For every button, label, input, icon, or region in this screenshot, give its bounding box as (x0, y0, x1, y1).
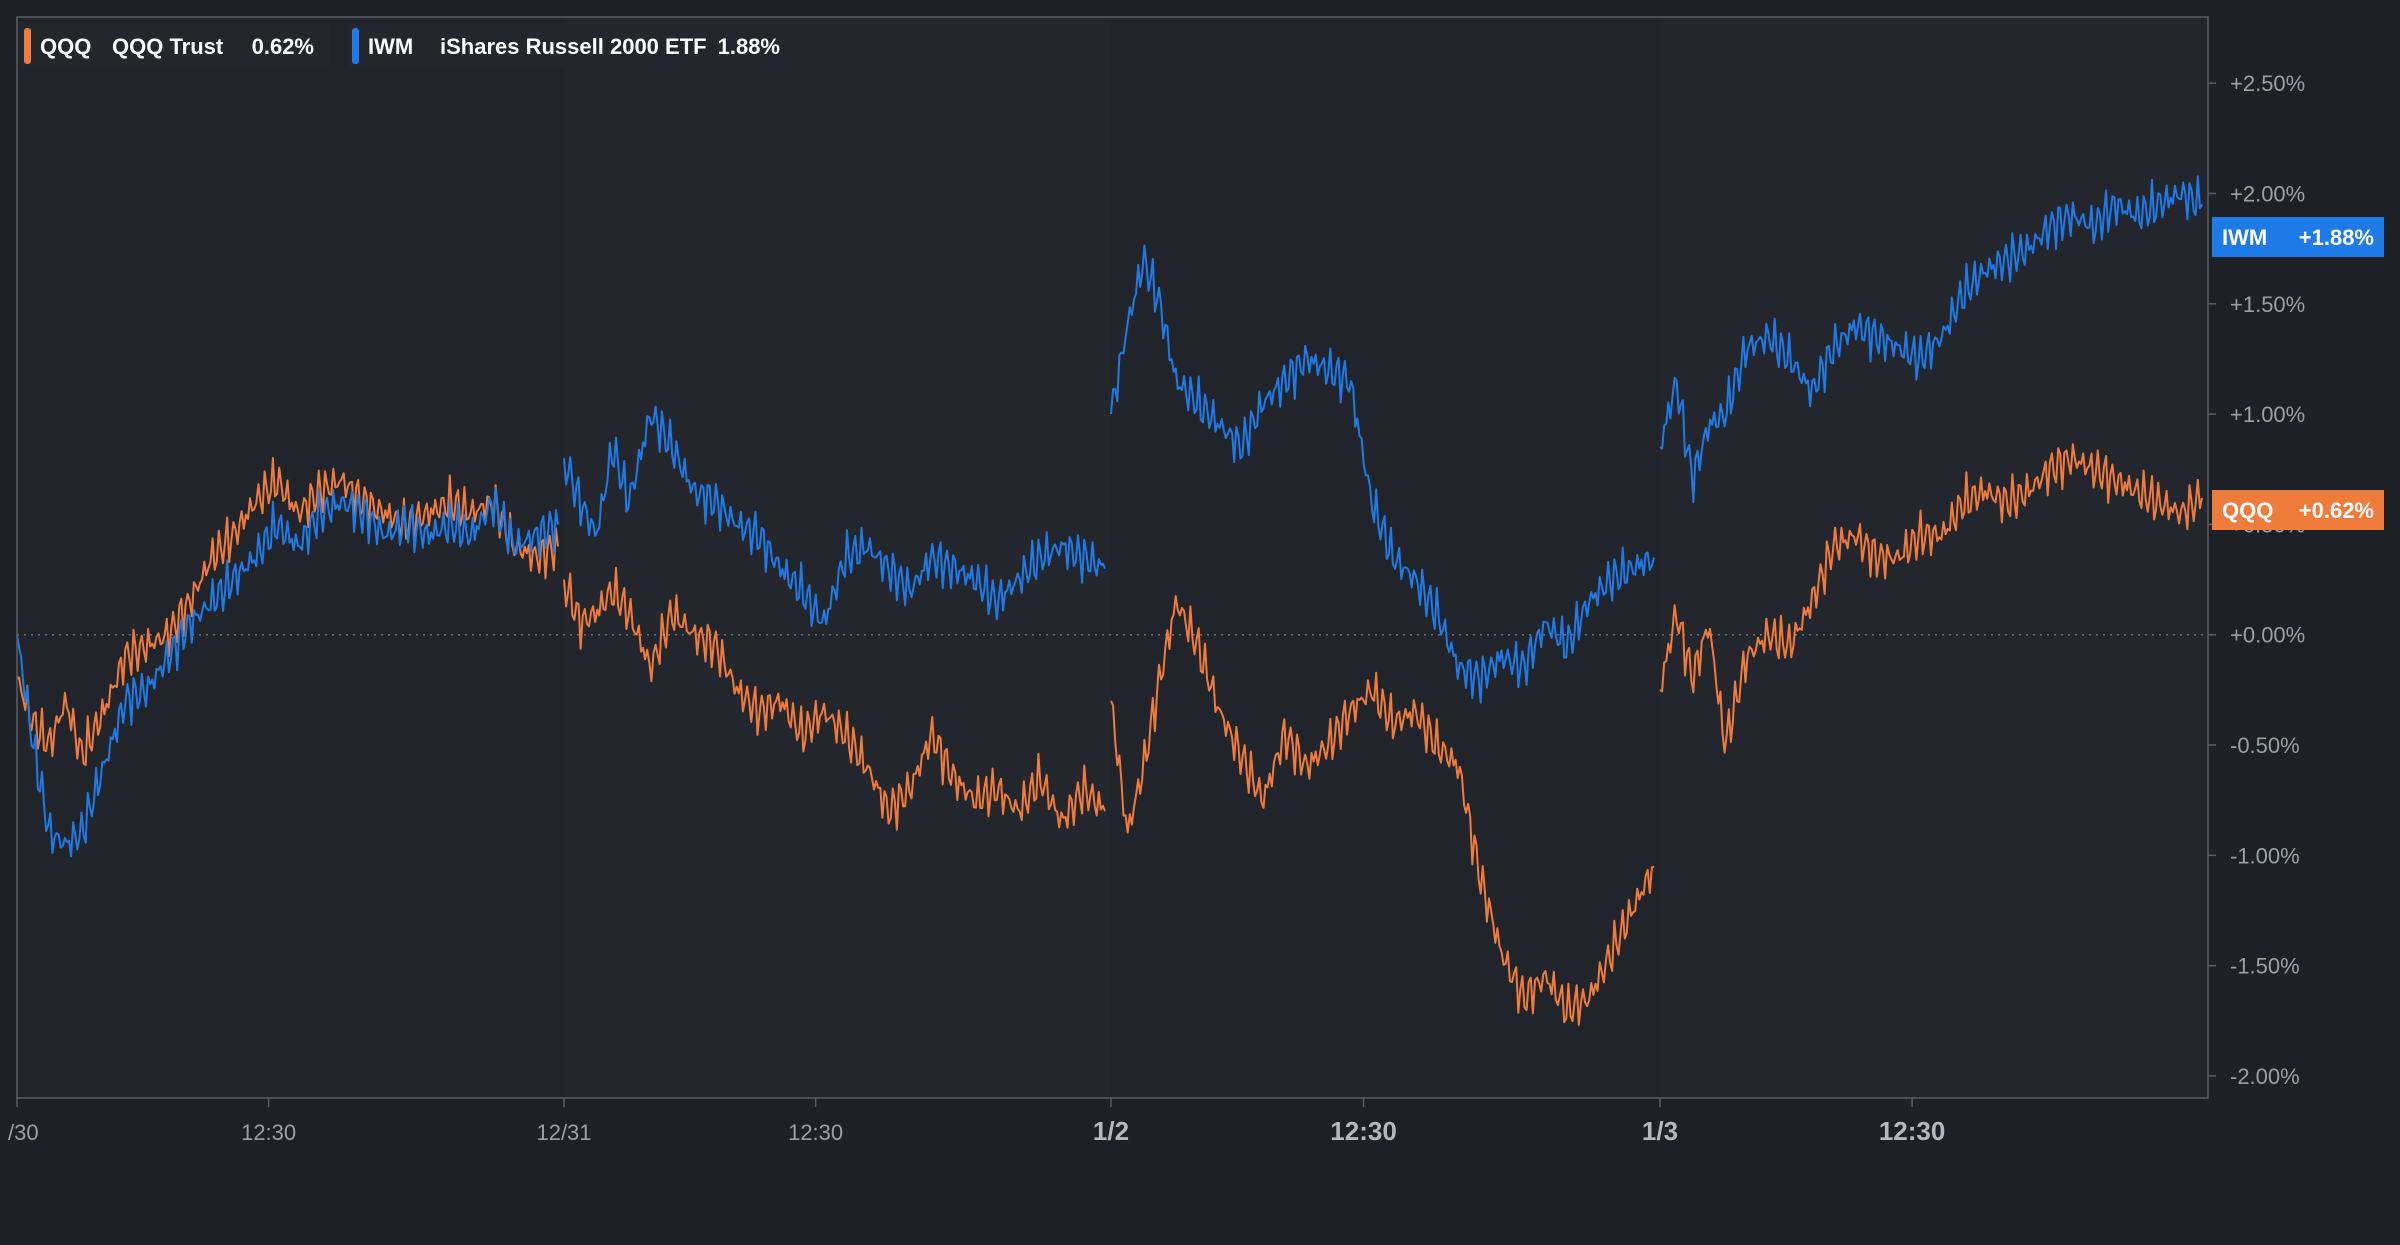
y-tick-label: -0.50% (2230, 733, 2300, 758)
legend-name: iShares Russell 2000 ETF (440, 34, 707, 59)
series-line-qqq (563, 566, 1106, 831)
x-tick-label: 1/2 (1093, 1116, 1129, 1146)
x-tick-label: 1/3 (1642, 1116, 1678, 1146)
legend-value: 1.88% (718, 34, 780, 59)
series-line-qqq (1659, 443, 2203, 754)
x-tick-label: 12/31 (536, 1120, 591, 1145)
legend-symbol: IWM (368, 34, 413, 59)
x-tick-label: 12:30 (1879, 1116, 1946, 1146)
legend-chip (20, 24, 330, 68)
price-tag-value: +0.62% (2299, 498, 2374, 523)
legend-item-qqq[interactable]: QQQ QQQ Trust 0.62% (20, 24, 330, 68)
price-tag-symbol: IWM (2222, 225, 2267, 250)
x-tick-label: 12:30 (788, 1120, 843, 1145)
plot-frame (16, 16, 2209, 1099)
price-tag-box (2212, 490, 2384, 530)
series-line-iwm (1659, 175, 2203, 503)
y-tick-label: +0.00% (2230, 623, 2305, 648)
price-tag-box (2212, 217, 2384, 257)
price-tag-iwm: IWM +1.88% (2212, 217, 2384, 257)
y-tick-label: +2.00% (2230, 181, 2305, 206)
legend[interactable]: QQQ QQQ Trust 0.62% IWM iShares Russell 2000… (20, 24, 796, 68)
last-value-tags: IWM +1.88% QQQ +0.62% (2212, 217, 2384, 530)
series-line-qqq (1110, 595, 1655, 1026)
x-tick-label: 12:30 (1330, 1116, 1397, 1146)
series-line-iwm (16, 487, 559, 858)
y-tick-label: -1.00% (2230, 843, 2300, 868)
legend-symbol: QQQ (40, 34, 91, 59)
x-axis: /30 12:30 12/31 12:30 1/2 12:30 1/3 12:30 (8, 1098, 1945, 1146)
series-line-iwm (563, 405, 1106, 628)
y-tick-label: +2.50% (2230, 71, 2305, 96)
y-tick-label: +1.00% (2230, 402, 2305, 427)
session-band (564, 17, 1111, 1098)
session-bands (17, 17, 2208, 1098)
x-tick-label: 12:30 (241, 1120, 296, 1145)
series-line-iwm (1110, 244, 1655, 704)
legend-chip (348, 24, 796, 68)
y-axis: +2.50%+2.00%+1.50%+1.00%+0.50%+0.00%-0.5… (2208, 71, 2305, 1089)
price-tag-symbol: QQQ (2222, 498, 2273, 523)
y-tick-label: -1.50% (2230, 954, 2300, 979)
session-band (17, 17, 564, 1098)
x-tick-label: /30 (8, 1120, 39, 1145)
session-band (1660, 17, 2208, 1098)
series-line-qqq (16, 457, 559, 766)
legend-item-iwm[interactable]: IWM iShares Russell 2000 ETF 1.88% (348, 24, 796, 68)
y-tick-label: +1.50% (2230, 292, 2305, 317)
legend-color-swatch (24, 28, 31, 64)
series-layer (16, 175, 2203, 1026)
session-band (1111, 17, 1660, 1098)
price-tag-qqq: QQQ +0.62% (2212, 490, 2384, 530)
legend-name: QQQ Trust (112, 34, 224, 59)
legend-color-swatch (352, 28, 359, 64)
price-tag-value: +1.88% (2299, 225, 2374, 250)
legend-value: 0.62% (252, 34, 314, 59)
y-tick-label: -2.00% (2230, 1064, 2300, 1089)
